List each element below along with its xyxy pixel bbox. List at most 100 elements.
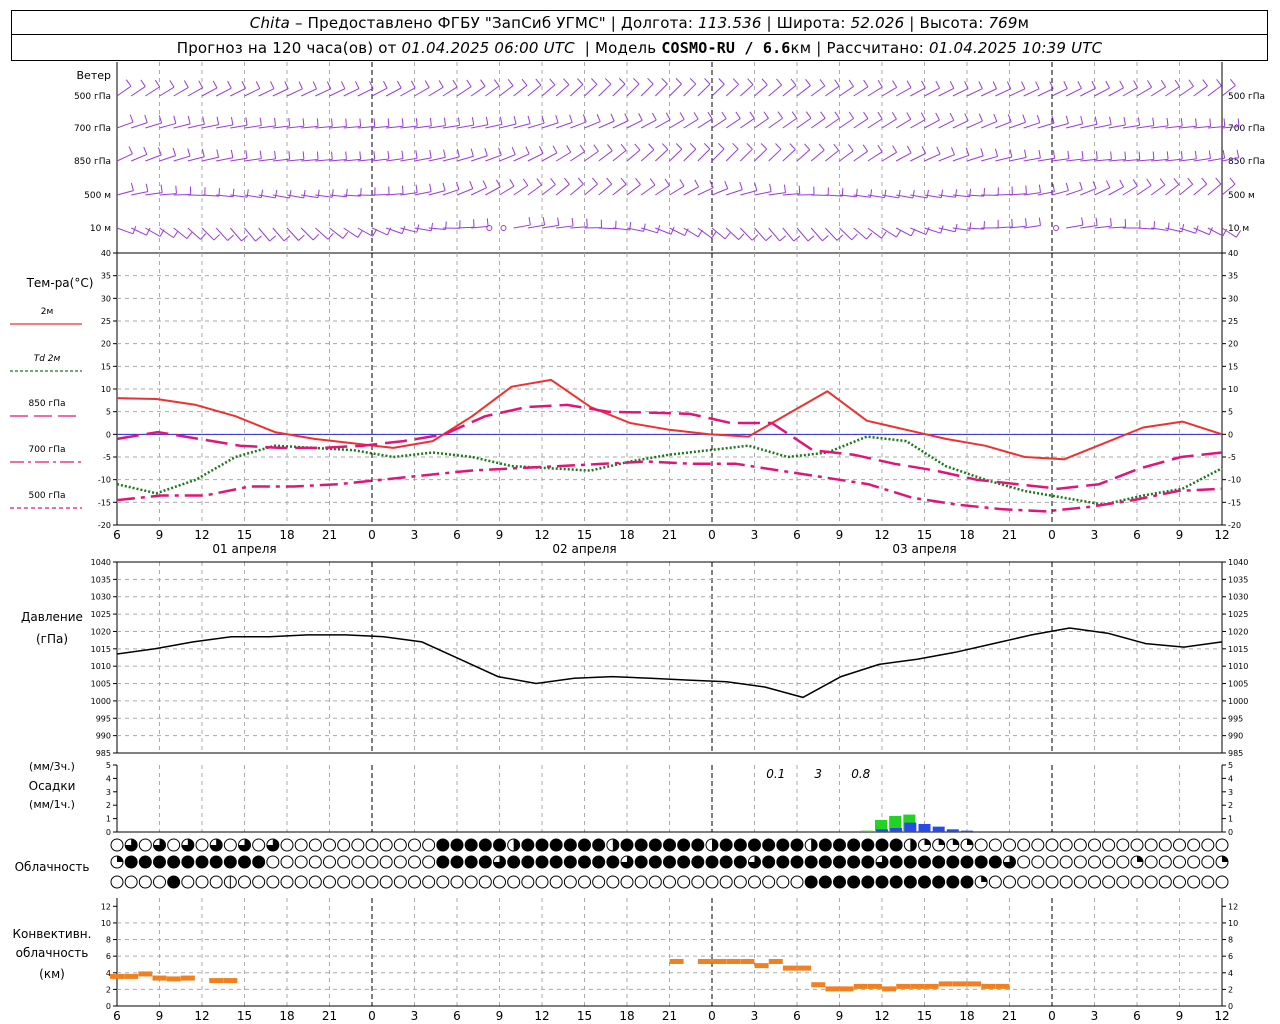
wind-barb: [1066, 189, 1083, 196]
cloud-outline: [181, 875, 195, 889]
wind-level-label-left: 10 м: [90, 224, 111, 234]
cloud-half: [712, 839, 718, 851]
cloud-cover-icon: [663, 875, 676, 889]
wind-barb-feather: [373, 118, 376, 127]
wind-barb: [1009, 193, 1027, 196]
wind-barb-feather: [550, 177, 556, 185]
cloud-outline: [1130, 875, 1144, 889]
wind-barb: [1009, 88, 1026, 97]
cloud-full: [634, 838, 648, 852]
cloud-cover-icon: [124, 875, 138, 889]
wind-barb-feather: [863, 111, 869, 119]
temp-x-tick-label: 18: [959, 528, 974, 542]
cloud-outline: [507, 875, 521, 889]
wind-barb-feather: [739, 181, 743, 190]
cloud-outline: [308, 838, 322, 852]
temp-y-tick-label-right: -20: [1228, 521, 1241, 530]
convective-tick-label-right: 4: [1228, 969, 1233, 978]
cloud-full: [450, 855, 464, 869]
wind-barb: [697, 148, 711, 162]
wind-barb: [952, 120, 969, 129]
wind-barb: [1080, 188, 1097, 196]
convective-tick-label-left: 10: [101, 919, 111, 928]
wind-barb: [853, 150, 868, 162]
wind-barb-feather: [1230, 78, 1236, 86]
convective-x-tick-label: 6: [1133, 1009, 1141, 1023]
pressure-y-tick-label-left: 1000: [91, 697, 111, 706]
wind-barb: [230, 87, 246, 97]
cloud-outline: [974, 838, 988, 852]
wind-barb: [513, 185, 529, 196]
wind-barb-feather: [316, 118, 319, 127]
wind-barb-feather: [834, 79, 840, 87]
cloud-full: [493, 838, 506, 852]
wind-barb-feather: [513, 116, 517, 125]
wind-barb: [400, 125, 418, 129]
precip-bar-1h: [904, 822, 917, 832]
wind-barb-feather: [866, 232, 873, 240]
wind-barb-feather: [1091, 80, 1096, 89]
wind-barb: [824, 227, 838, 241]
wind-barb: [286, 125, 304, 129]
cloud-full: [464, 838, 478, 852]
cloud-outline: [422, 838, 436, 852]
cloud-full: [889, 875, 903, 889]
wind-barb: [711, 148, 725, 162]
wind-barb-feather: [964, 81, 969, 89]
temp-series-3: [116, 460, 1223, 513]
wind-barb-feather: [978, 113, 983, 122]
wind-barb-feather: [438, 80, 444, 88]
wind-barb: [754, 148, 768, 162]
cloud-outline: [351, 855, 365, 869]
wind-barb-feather: [1137, 117, 1141, 126]
wind-barb-feather: [522, 178, 529, 186]
wind-barb: [1165, 158, 1183, 162]
wind-barb-feather: [466, 79, 472, 87]
wind-barb: [1221, 126, 1239, 129]
wind-barb: [130, 153, 148, 162]
wind-barb-feather: [1095, 151, 1098, 160]
wind-barb-feather: [724, 232, 731, 240]
wind-barb: [357, 125, 375, 129]
wind-barb-feather: [822, 235, 829, 242]
cloud-outline: [1116, 855, 1130, 869]
convective-x-tick-label: 3: [1091, 1009, 1099, 1023]
cloud-cover-icon: [337, 875, 351, 889]
wind-barb-feather: [711, 231, 717, 239]
cloud-full: [478, 855, 492, 869]
wind-barb-feather: [579, 144, 586, 153]
cloud-cover-icon: [1059, 855, 1073, 869]
cloud-full: [903, 855, 917, 869]
wind-barb: [853, 194, 871, 198]
model-name: COSMO-RU / 6.6: [661, 38, 791, 57]
precip-y-tick-label-right: 0: [1228, 828, 1233, 837]
cloud-cover-icon: [974, 855, 988, 869]
convective-bar: [938, 981, 953, 987]
cloud-full: [238, 855, 251, 869]
cloud-outline: [110, 875, 124, 889]
cloud-cover-icon: [719, 838, 733, 852]
wind-barb: [442, 156, 460, 162]
cloud-outline: [138, 875, 152, 889]
wind-barb: [683, 227, 699, 238]
convective-x-tick-label: 9: [1176, 1009, 1184, 1023]
wind-barb: [796, 85, 811, 97]
wind-barb: [697, 187, 714, 196]
convective-tick-label-right: 10: [1228, 919, 1238, 928]
wind-barb-feather: [1052, 183, 1055, 192]
cloud-cover-icon: [1088, 838, 1101, 852]
cloud-full: [209, 855, 223, 869]
wind-barb: [555, 183, 570, 196]
wind-barb: [768, 148, 782, 162]
convective-tick-label-right: 6: [1228, 952, 1233, 961]
wind-barb: [825, 150, 839, 162]
wind-barb: [754, 117, 769, 129]
cloud-outline: [167, 838, 181, 852]
wind-barb: [201, 227, 215, 241]
cloud-cover-icon: [932, 838, 946, 852]
wind-barb: [782, 193, 800, 196]
convective-tick-label-left: 8: [106, 936, 111, 945]
wind-barb-feather: [511, 146, 516, 155]
wind-barb: [456, 124, 474, 129]
cloud-full: [181, 855, 195, 869]
